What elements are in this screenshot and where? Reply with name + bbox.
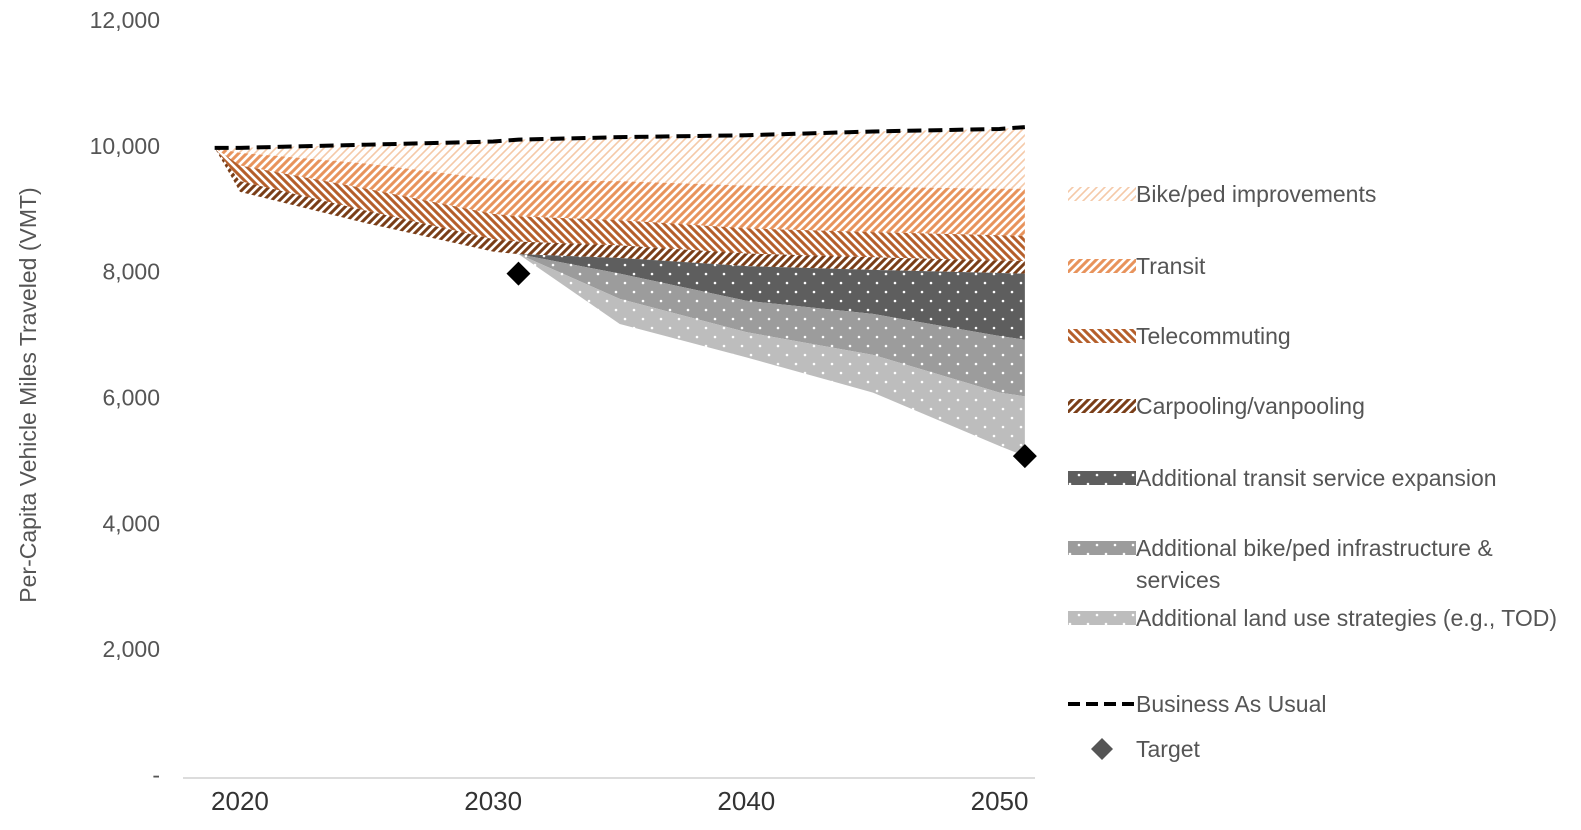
legend-item: Business As Usual xyxy=(1066,688,1571,720)
y-tick-label: 2,000 xyxy=(102,636,160,662)
area xyxy=(214,147,1025,457)
legend-swatch xyxy=(1068,259,1136,273)
legend-swatch xyxy=(1091,738,1113,760)
area xyxy=(214,147,1025,340)
legend-item: Additional transit service expansion xyxy=(1066,462,1571,494)
bau-line xyxy=(214,125,1026,150)
legend-swatch xyxy=(1068,611,1136,625)
legend-item: Transit xyxy=(1066,250,1571,282)
y-tick-label: 10,000 xyxy=(90,133,160,159)
area xyxy=(214,147,1025,262)
legend-label: Additional land use strategies (e.g., TO… xyxy=(1136,605,1558,631)
target-marker xyxy=(1012,444,1037,469)
legend-label: Telecommuting xyxy=(1136,323,1291,349)
area xyxy=(214,127,1025,189)
legend-swatch xyxy=(1068,541,1136,555)
y-tick-label: - xyxy=(152,762,160,788)
legend-label: Business As Usual xyxy=(1136,691,1327,717)
x-tick-label: 2040 xyxy=(717,786,775,816)
legend-item: Additional land use strategies (e.g., TO… xyxy=(1066,602,1571,634)
legend-swatch xyxy=(1068,471,1136,485)
legend-swatch xyxy=(1068,399,1136,413)
legend-label: Bike/ped improvements xyxy=(1136,181,1377,207)
legend-label: Transit xyxy=(1136,253,1206,279)
legend-item: Additional bike/ped infrastructure & ser… xyxy=(1066,532,1571,596)
chart: Per-Capita Vehicle Miles Traveled (VMT) … xyxy=(15,7,1037,816)
legend-swatch xyxy=(1068,702,1134,706)
legend-label: Additional bike/ped infrastructure & ser… xyxy=(1136,535,1493,593)
x-tick-label: 2030 xyxy=(464,786,522,816)
area xyxy=(214,147,1025,236)
legend-label: Additional transit service expansion xyxy=(1136,465,1497,491)
y-axis-label: Per-Capita Vehicle Miles Traveled (VMT) xyxy=(15,187,41,602)
legend-swatch xyxy=(1068,187,1136,201)
area xyxy=(214,147,1025,397)
x-tick-label: 2020 xyxy=(211,786,269,816)
legend-item: Telecommuting xyxy=(1066,320,1571,352)
legend-label: Target xyxy=(1136,736,1200,762)
y-tick-label: 12,000 xyxy=(90,7,160,33)
y-tick-label: 6,000 xyxy=(102,385,160,411)
legend-swatch xyxy=(1068,329,1136,343)
legend-item: Target xyxy=(1066,733,1571,765)
legend-label: Carpooling/vanpooling xyxy=(1136,393,1365,419)
target-marker xyxy=(506,261,531,286)
legend-item: Carpooling/vanpooling xyxy=(1066,390,1571,422)
legend-item: Bike/ped improvements xyxy=(1066,178,1571,210)
area xyxy=(214,147,1025,274)
y-tick-label: 4,000 xyxy=(102,510,160,536)
x-tick-label: 2050 xyxy=(971,786,1029,816)
y-tick-label: 8,000 xyxy=(102,259,160,285)
